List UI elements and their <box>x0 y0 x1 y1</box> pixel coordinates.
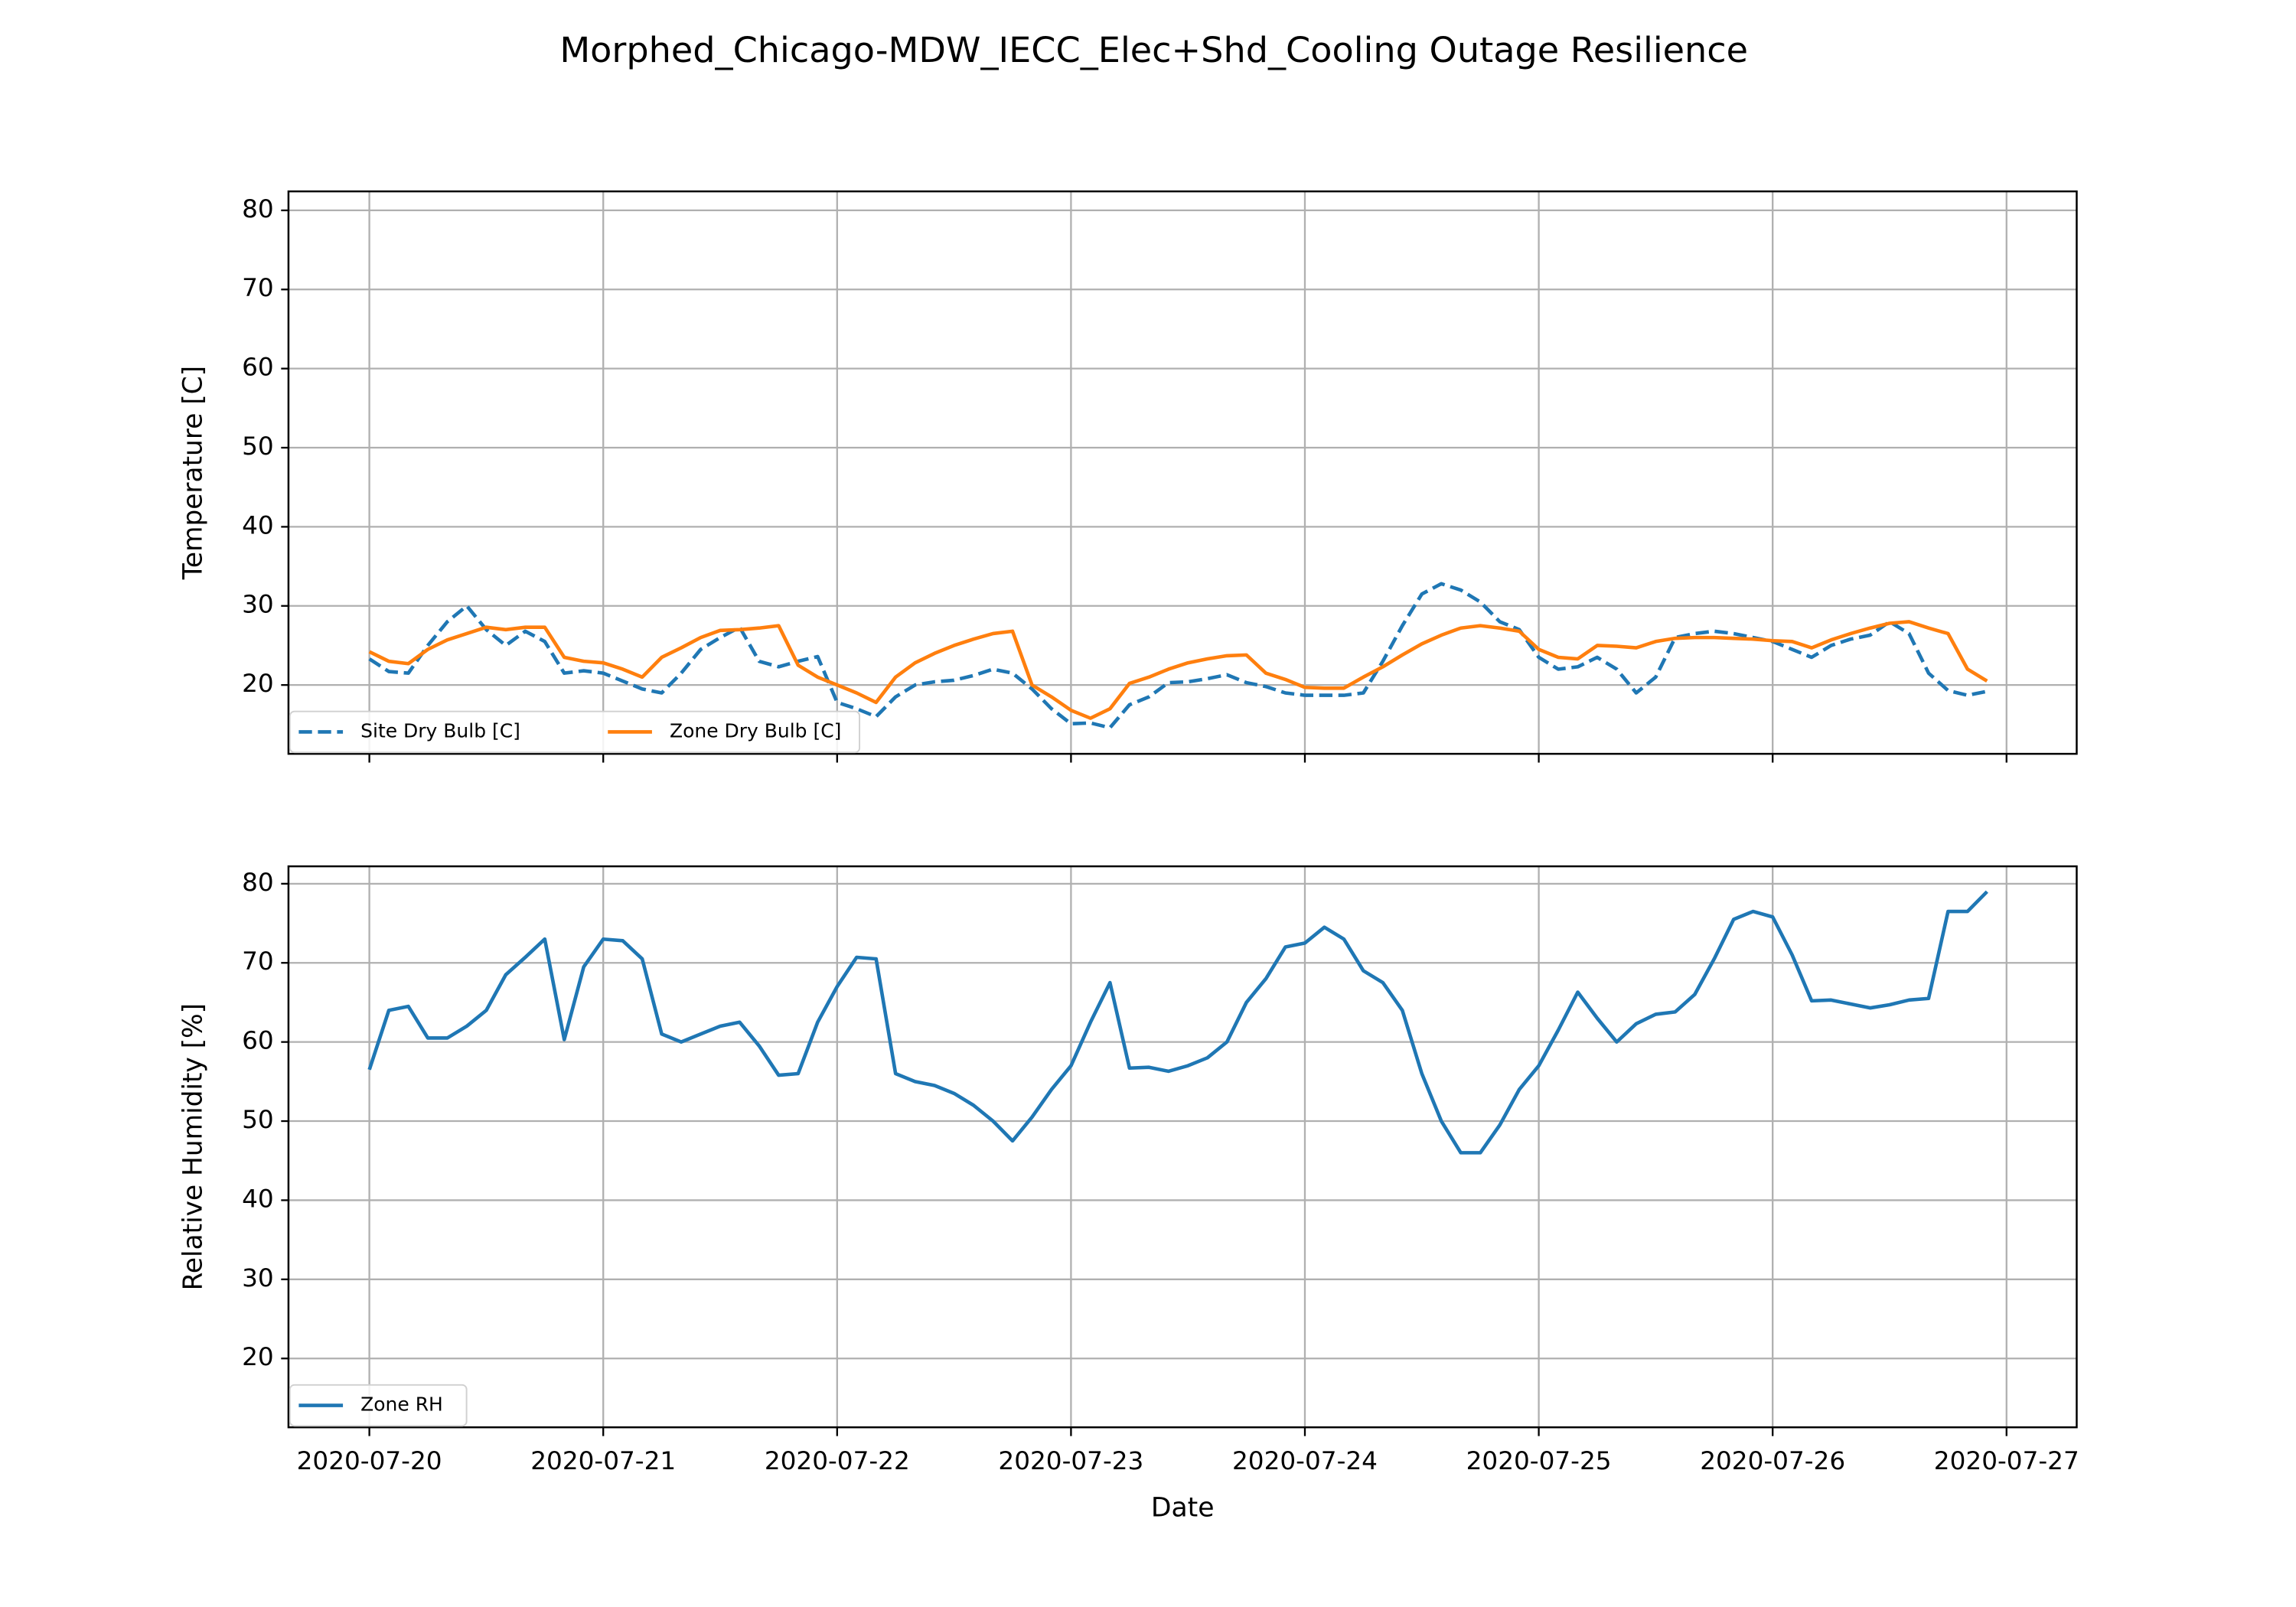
y-tick-label: 20 <box>242 1342 274 1371</box>
y-tick-label: 40 <box>242 1185 274 1214</box>
legend-label: Zone RH <box>360 1393 443 1416</box>
y-axis-label: Temperature [C] <box>178 366 208 580</box>
y-tick-label: 50 <box>242 432 274 461</box>
legend-label: Zone Dry Bulb [C] <box>670 720 841 742</box>
x-tick-label: 2020-07-21 <box>530 1446 676 1475</box>
y-tick-label: 70 <box>242 947 274 976</box>
series-line <box>368 582 1988 730</box>
y-tick-label: 80 <box>242 194 274 223</box>
x-axis-label: Date <box>1151 1493 1215 1524</box>
x-tick-label: 2020-07-22 <box>765 1446 910 1475</box>
y-tick-label: 30 <box>242 1263 274 1292</box>
figure-title: Morphed_Chicago-MDW_IECC_Elec+Shd_Coolin… <box>559 29 1748 70</box>
x-tick-label: 2020-07-26 <box>1700 1446 1845 1475</box>
legend-box <box>289 1384 468 1427</box>
y-tick-label: 40 <box>242 510 274 539</box>
legend-box <box>289 710 861 754</box>
y-tick-label: 60 <box>242 1026 274 1055</box>
series-line <box>368 620 1988 720</box>
plot-frame <box>287 865 2078 1429</box>
legend-label: Site Dry Bulb [C] <box>360 720 520 742</box>
y-tick-label: 30 <box>242 590 274 619</box>
x-tick-label: 2020-07-23 <box>998 1446 1143 1475</box>
y-tick-label: 80 <box>242 868 274 897</box>
y-tick-label: 60 <box>242 353 274 382</box>
series-line <box>367 890 1988 1155</box>
x-tick-label: 2020-07-20 <box>297 1446 442 1475</box>
y-tick-label: 50 <box>242 1105 274 1134</box>
x-tick-label: 2020-07-24 <box>1232 1446 1378 1475</box>
y-tick-label: 70 <box>242 273 274 302</box>
y-axis-label: Relative Humidity [%] <box>178 1003 208 1290</box>
x-tick-label: 2020-07-25 <box>1466 1446 1612 1475</box>
y-tick-label: 20 <box>242 669 274 698</box>
x-tick-label: 2020-07-27 <box>1934 1446 2079 1475</box>
plot-frame <box>287 190 2078 755</box>
